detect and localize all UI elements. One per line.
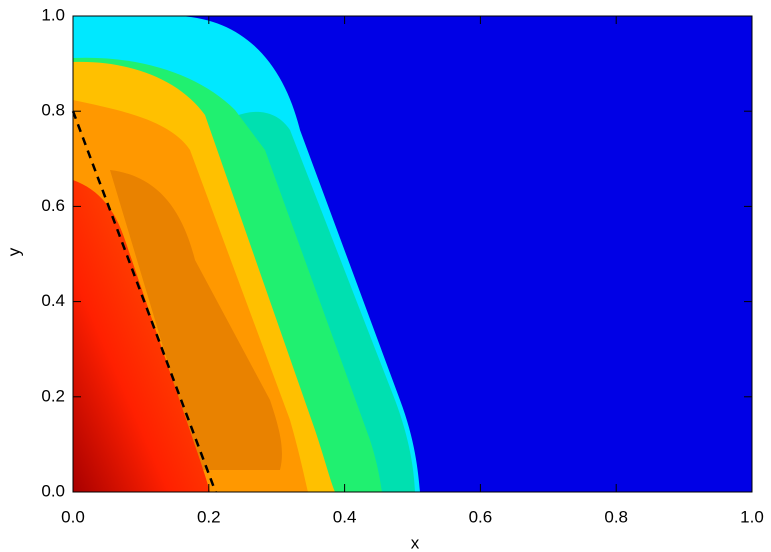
data-line (71, 110, 217, 493)
y-tick-label: 0.8 (41, 101, 65, 120)
plot-frame (72, 15, 753, 493)
contour-region (110, 170, 282, 470)
x-axis-label: x (411, 533, 420, 552)
y-tick-label: 1.0 (41, 5, 65, 24)
x-tick-label: 1.0 (740, 507, 764, 526)
y-axis-label: y (4, 247, 23, 256)
x-tick-label: 0.8 (604, 507, 628, 526)
y-tick-label: 0.0 (41, 481, 65, 500)
y-tick-label: 0.2 (41, 386, 65, 405)
x-tick-label: 0.4 (333, 507, 357, 526)
contour-field (73, 16, 752, 492)
x-tick-label: 0.2 (197, 507, 221, 526)
contour-region (73, 180, 210, 492)
x-tick-label: 0.6 (469, 507, 493, 526)
y-tick-label: 0.4 (41, 291, 65, 310)
y-tick-label: 0.6 (41, 196, 65, 215)
x-tick-label: 0.0 (61, 507, 85, 526)
